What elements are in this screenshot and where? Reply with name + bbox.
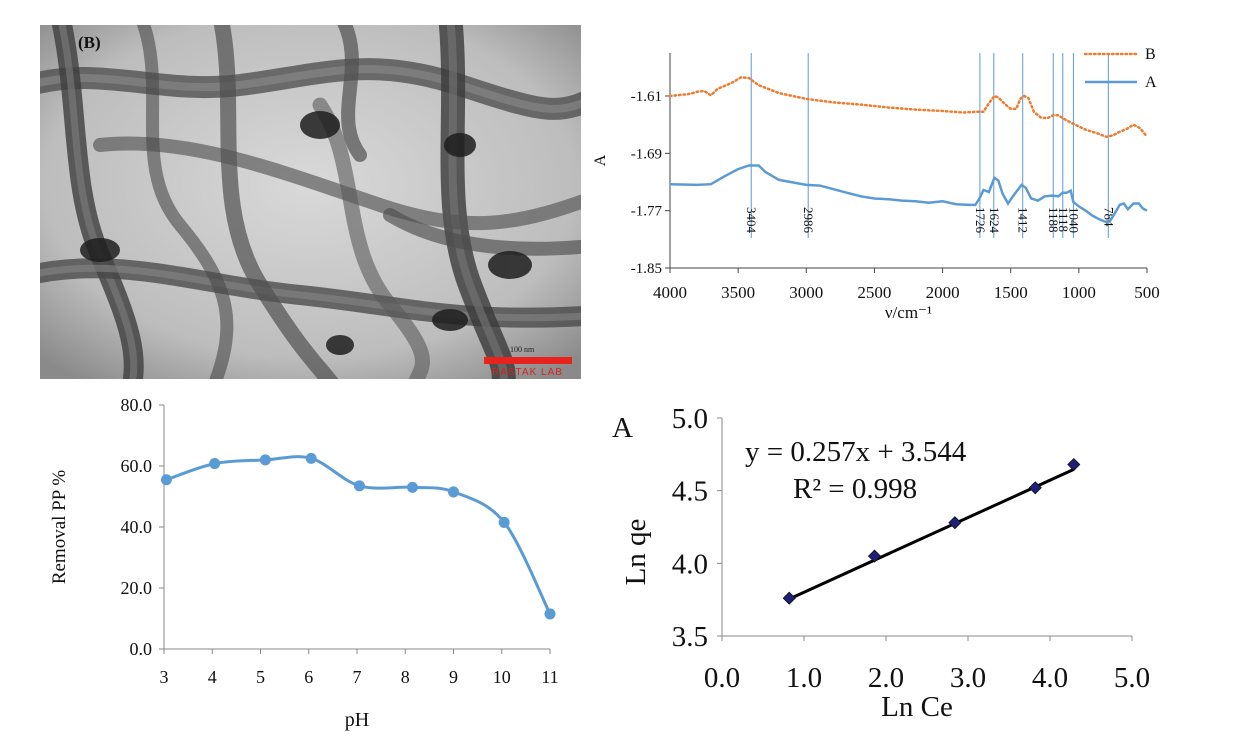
series-line-B — [668, 76, 1149, 139]
x-tick-label: 2500 — [857, 283, 891, 302]
peak-label: 2986 — [801, 207, 816, 234]
peak-label: 1188 — [1046, 207, 1061, 233]
y-tick-label: 3.5 — [672, 621, 708, 653]
data-point — [948, 516, 962, 530]
x-tick-label: 2000 — [926, 283, 960, 302]
panel-label: A — [612, 412, 633, 444]
y-tick-label: -1.69 — [631, 146, 662, 162]
x-tick-label: 2.0 — [868, 662, 904, 694]
y-tick-label: 4.5 — [672, 476, 708, 508]
peak-label: 1624 — [987, 207, 1002, 234]
data-point — [353, 480, 365, 492]
x-tick-label: 11 — [541, 667, 558, 687]
y-tick-label: 40.0 — [121, 517, 153, 537]
data-point — [209, 458, 221, 470]
x-tick-label: 5 — [256, 667, 265, 687]
x-tick-label: 8 — [401, 667, 410, 687]
series-line — [165, 455, 552, 615]
x-tick-label: 1.0 — [786, 662, 822, 694]
data-point — [259, 454, 271, 466]
y-tick-label: 80.0 — [121, 395, 153, 415]
y-tick-label: 5.0 — [672, 403, 708, 435]
x-tick-label: 0.0 — [704, 662, 740, 694]
ftir-chart: -1.85 -1.77 -1.69 -1.61 4000 3500 3000 2500 2000… — [592, 46, 1160, 322]
peak-label: 784 — [1101, 207, 1116, 227]
x-tick-label: 6 — [304, 667, 313, 687]
y-tick-label: 20.0 — [121, 578, 153, 598]
x-tick-label: 1000 — [1062, 283, 1096, 302]
tem-panel-label: (B) — [78, 33, 101, 52]
x-tick-label: 500 — [1134, 283, 1160, 302]
data-point — [406, 481, 418, 493]
x-tick-label: 3.0 — [950, 662, 986, 694]
peak-label: 1040 — [1066, 207, 1081, 233]
x-tick-label: 4.0 — [1032, 662, 1068, 694]
tem-image-panel: (B) 100 nm RASTAK LAB — [40, 25, 581, 379]
peak-label: 1412 — [1016, 207, 1031, 233]
trendline — [788, 468, 1075, 601]
x-tick-label: 10 — [493, 667, 511, 687]
scale-bar-label: 100 nm — [510, 345, 535, 354]
x-tick-label: 3500 — [721, 283, 755, 302]
peak-label: 1726 — [973, 207, 988, 234]
ph-removal-chart: 0.0 20.0 40.0 60.0 80.0 3 4 5 6 7 8 9 10 11 pH Removal … — [49, 395, 559, 731]
y-tick-label: -1.61 — [631, 89, 662, 105]
tem-micrograph — [40, 25, 581, 379]
x-axis-label: ν/cm⁻¹ — [885, 303, 932, 322]
data-point — [782, 591, 796, 605]
data-point — [1028, 481, 1042, 495]
series-line-A — [669, 164, 1148, 224]
watermark: RASTAK LAB — [492, 367, 563, 378]
legend-label: B — [1145, 46, 1156, 63]
freundlich-chart: 3.5 4.0 4.5 5.0 0.0 1.0 2.0 3.0 4.0 5.0 Ln Ce Ln qe… — [612, 403, 1150, 723]
peak-label: 3404 — [744, 207, 759, 234]
x-tick-label: 3000 — [789, 283, 823, 302]
x-tick-label: 5.0 — [1114, 662, 1150, 694]
data-point — [544, 608, 556, 620]
data-point — [1067, 457, 1081, 472]
y-axis-label: A — [592, 154, 609, 166]
x-axis-label: pH — [345, 709, 369, 731]
x-tick-label: 3 — [160, 667, 169, 687]
data-point — [498, 516, 510, 528]
y-tick-label: -1.85 — [631, 261, 662, 277]
data-point — [867, 549, 882, 563]
trendline-equation: y = 0.257x + 3.544 — [745, 436, 967, 468]
x-tick-label: 4000 — [653, 283, 687, 302]
x-tick-label: 9 — [449, 667, 458, 687]
y-tick-label: 0.0 — [130, 639, 153, 659]
x-tick-label: 4 — [208, 667, 217, 687]
data-point — [448, 486, 459, 498]
x-axis-label: Ln Ce — [881, 691, 953, 723]
y-axis-label: Ln qe — [620, 519, 652, 586]
y-axis-label: Removal PP % — [49, 470, 70, 585]
r-squared-label: R² = 0.998 — [793, 473, 917, 505]
peak-label: 1118 — [1056, 207, 1071, 232]
data-point — [305, 452, 317, 464]
y-tick-label: 4.0 — [672, 548, 708, 580]
x-tick-label: 7 — [353, 667, 362, 687]
data-point — [160, 474, 172, 486]
legend-label: A — [1145, 74, 1157, 91]
y-tick-label: -1.77 — [631, 204, 663, 220]
y-tick-label: 60.0 — [121, 456, 153, 476]
x-tick-label: 1500 — [994, 283, 1028, 302]
scale-bar — [484, 357, 572, 364]
